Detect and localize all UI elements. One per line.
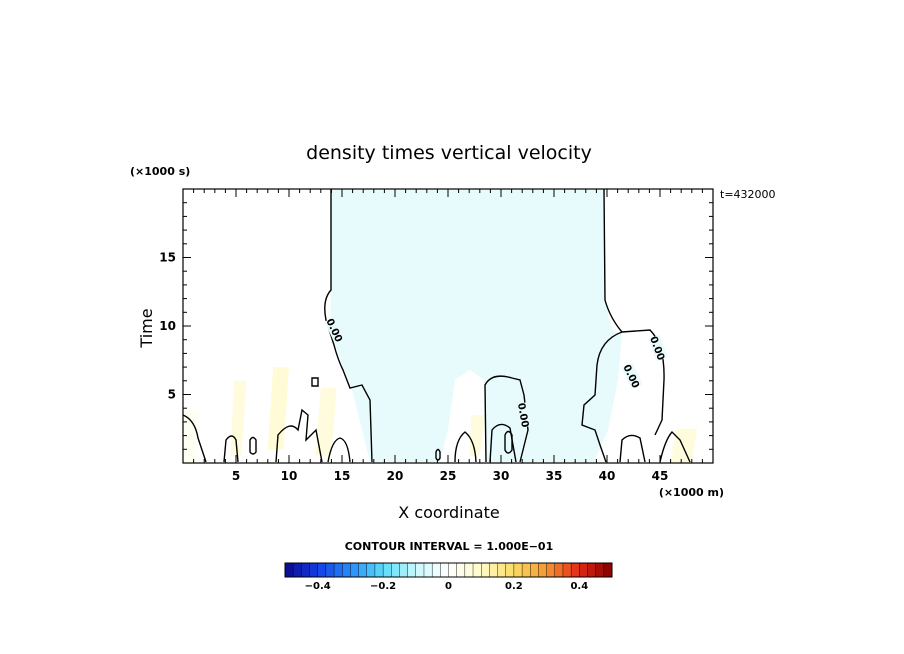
colorbar-cell [579,562,588,578]
contour-label-bg-1 [516,402,532,428]
colorbar-cell [366,562,376,578]
colorbar-cell [513,562,523,578]
x-unit-label: (×1000 m) [659,486,724,499]
contour-line-small-3 [435,448,441,461]
colorbar-tick-label: 0.2 [505,581,523,592]
x-tick-label: 30 [493,469,510,483]
colorbar-cell [358,562,368,578]
colorbar-cell [284,562,294,578]
x-tick-label: 10 [281,469,298,483]
y-tick-label: 5 [168,388,176,402]
colorbar-tick-label: 0 [445,581,452,592]
colorbar-cell [546,562,556,578]
colorbar-cell [333,562,343,578]
contour-line-small-1 [311,377,319,387]
contour-interval-text: CONTOUR INTERVAL = 1.000E−01 [345,540,554,553]
colorbar-cell [292,562,302,578]
colorbar-cell [309,562,319,578]
colorbar-cell [448,562,458,578]
contour-label-bg-3 [648,334,668,362]
colorbar-cell [399,562,409,578]
data-region-0 [183,410,199,463]
colorbar-cell [382,562,392,578]
contour-line-right [603,188,665,436]
contour-line-bump-b [489,423,517,463]
colorbar-cell [423,562,433,578]
colorbar-cell [464,562,474,578]
colorbar-cell [497,562,507,578]
colorbar-cell [431,562,441,578]
colorbar-cell [595,562,605,578]
contour-line-bump-d [182,414,207,463]
colorbar-ticks: −0.4 −0.2 0 0.2 0.4 [305,581,589,592]
colorbar-cell [562,562,572,578]
colorbar-cell [521,562,531,578]
colorbar-cell [554,562,564,578]
contour-line-bump-h [659,430,691,463]
x-axis-label: X coordinate [398,503,499,522]
colorbar-cell [325,562,335,578]
contour-line-left [324,189,373,463]
data-region-3 [315,387,337,457]
contour-line-bump-f [327,437,351,463]
colorbar-cell [374,562,384,578]
colorbar-cell [530,562,539,578]
colorbar-cell [505,562,515,578]
contour-label-bg-0 [324,316,346,344]
x-tick-label: 5 [232,469,240,483]
colorbar-cell [481,562,490,578]
zero-contours [182,188,691,463]
negative-region [330,189,622,462]
contour-line-bump-g [619,434,646,463]
colorbar [284,562,613,578]
time-label: t=432000 [720,188,776,201]
colorbar-frame [284,562,613,578]
shading-layer [330,189,622,462]
contour-line-small-2 [249,436,257,455]
colorbar-cell [472,562,482,578]
contour-label-bg-2 [621,362,643,390]
contour-label-1: 0.00 [515,402,530,428]
y-axis-label: Time [137,308,156,348]
colorbar-cell [301,562,310,578]
colorbar-tick-label: −0.4 [305,581,331,592]
y-unit-label: (×1000 s) [130,165,190,178]
colorbar-cell [415,562,425,578]
contour-line-bump-e [223,435,239,463]
colorbar-tick-label: −0.2 [370,581,396,592]
x-tick-label: 35 [546,469,563,483]
colorbar-cell [456,562,466,578]
colorbar-cell [489,562,498,578]
colorbar-tick-label: 0.4 [570,581,588,592]
colorbar-cell [391,562,400,578]
contour-line-small-4 [504,430,513,454]
colorbar-cell [342,562,351,578]
contour-line-bump-a [454,431,477,463]
x-tick-label: 25 [440,469,457,483]
y-axis-ticks: 5 10 15 [159,188,713,464]
x-tick-label: 40 [599,469,616,483]
x-tick-label: 45 [652,469,669,483]
colorbar-cell [587,562,597,578]
colorbar-cell [570,562,580,578]
y-tick-label: 15 [159,251,176,265]
colorbar-cell [440,562,449,578]
y-tick-label: 10 [159,319,176,333]
contour-line-inner-right [581,331,623,463]
colorbar-cell [603,562,613,578]
x-tick-label: 20 [387,469,404,483]
contour-line-center [484,375,529,463]
colorbar-cell [538,562,547,578]
chart-title: density times vertical velocity [306,142,592,164]
x-tick-label: 15 [334,469,351,483]
colorbar-cell [350,562,359,578]
colorbar-cell [407,562,417,578]
contour-line-bump-c [275,408,323,463]
x-axis-ticks: 5 10 15 20 25 30 35 40 45 [182,189,714,483]
colorbar-cell [317,562,327,578]
